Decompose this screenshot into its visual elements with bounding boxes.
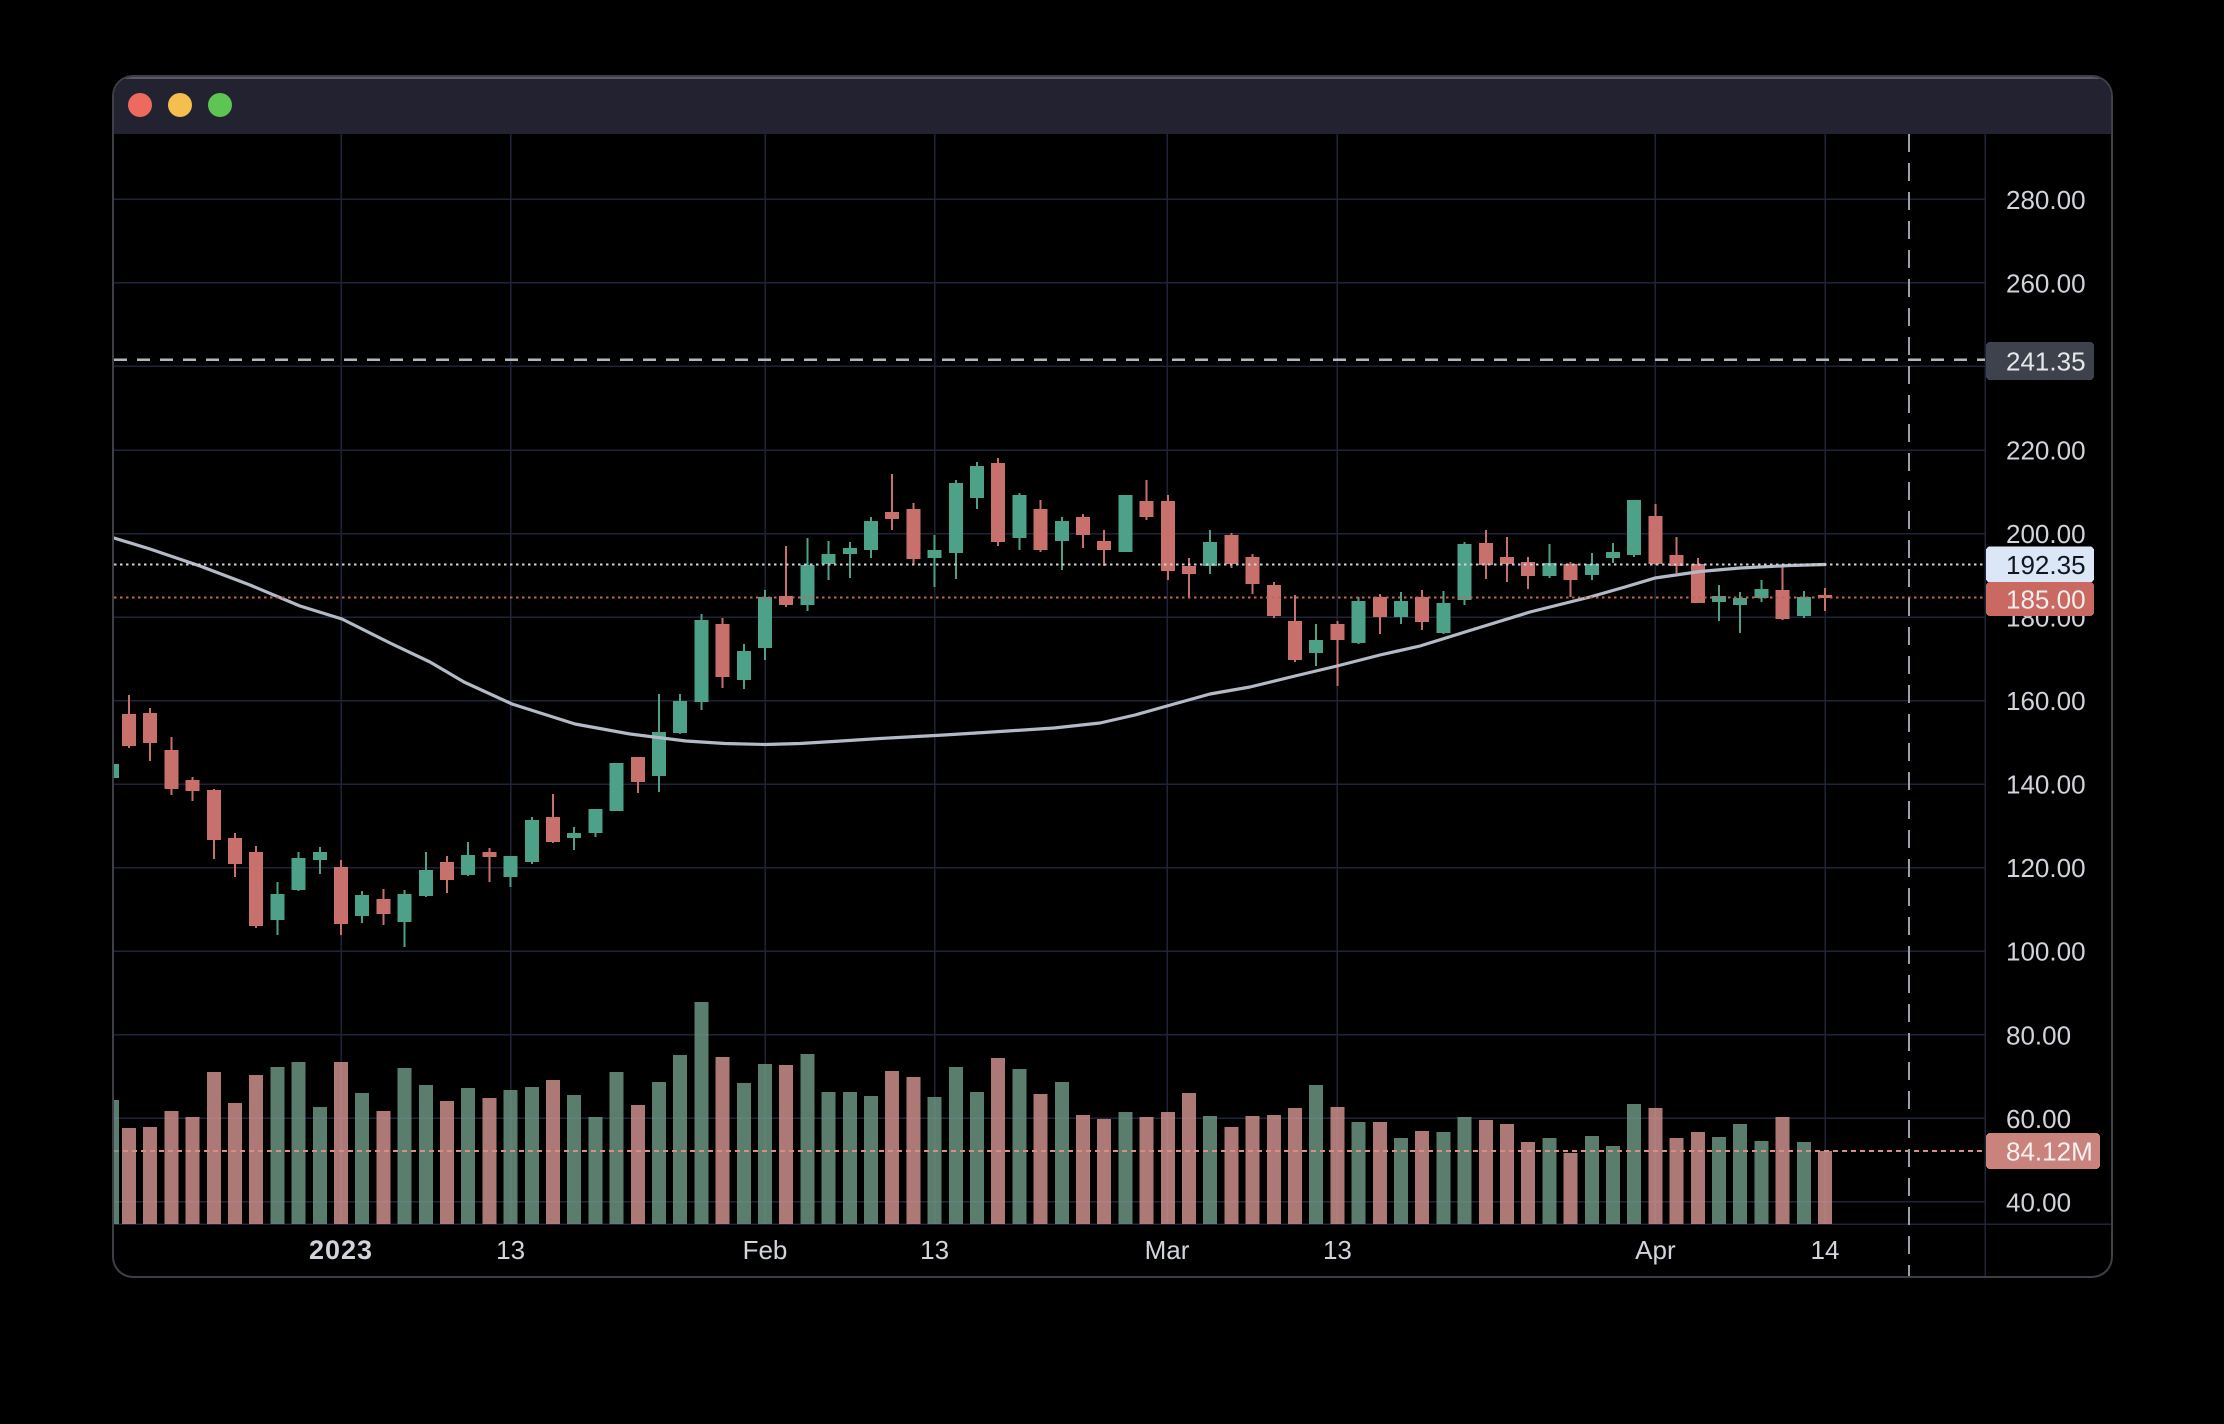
svg-text:192.35: 192.35: [2006, 550, 2086, 580]
svg-text:140.00: 140.00: [2006, 770, 2086, 800]
svg-text:120.00: 120.00: [2006, 853, 2086, 883]
svg-text:Feb: Feb: [743, 1235, 788, 1265]
svg-text:Apr: Apr: [1635, 1235, 1676, 1265]
svg-text:2023: 2023: [309, 1235, 373, 1265]
svg-text:185.00: 185.00: [2006, 585, 2086, 615]
svg-text:14: 14: [1811, 1235, 1840, 1265]
svg-text:220.00: 220.00: [2006, 435, 2086, 465]
svg-text:200.00: 200.00: [2006, 519, 2086, 549]
svg-text:13: 13: [920, 1235, 949, 1265]
svg-text:Mar: Mar: [1145, 1235, 1190, 1265]
svg-text:80.00: 80.00: [2006, 1020, 2071, 1050]
svg-text:260.00: 260.00: [2006, 268, 2086, 298]
svg-text:280.00: 280.00: [2006, 185, 2086, 215]
svg-text:60.00: 60.00: [2006, 1104, 2071, 1134]
svg-text:241.35: 241.35: [2006, 347, 2086, 377]
svg-text:13: 13: [1323, 1235, 1352, 1265]
svg-text:84.12M: 84.12M: [2006, 1137, 2093, 1167]
svg-text:100.00: 100.00: [2006, 937, 2086, 967]
svg-text:13: 13: [496, 1235, 525, 1265]
svg-text:160.00: 160.00: [2006, 686, 2086, 716]
svg-text:40.00: 40.00: [2006, 1187, 2071, 1217]
